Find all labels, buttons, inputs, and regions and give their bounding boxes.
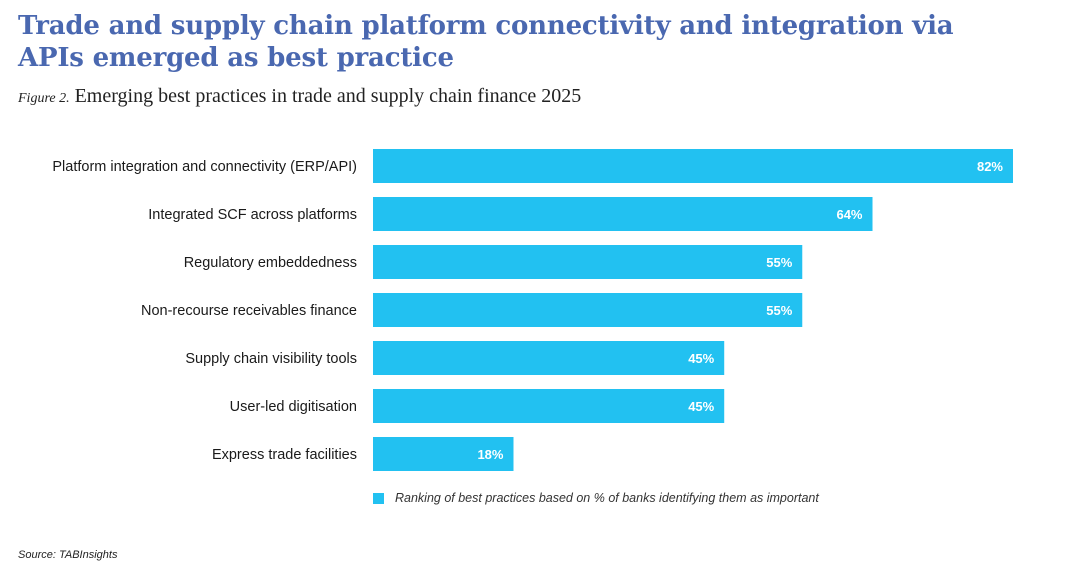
value-label: 18% <box>477 447 503 462</box>
source-note: Source: TABInsights <box>18 549 118 561</box>
category-label: Supply chain visibility tools <box>185 351 357 367</box>
category-label: Regulatory embeddedness <box>184 255 357 271</box>
figure-title: Emerging best practices in trade and sup… <box>74 85 582 107</box>
legend: Ranking of best practices based on % of … <box>373 491 819 505</box>
bar <box>373 197 873 231</box>
figure-number: Figure 2. <box>18 91 70 106</box>
category-label: Express trade facilities <box>212 447 357 463</box>
legend-swatch <box>373 492 384 504</box>
bar <box>373 437 514 471</box>
bar <box>373 341 725 375</box>
legend-label: Ranking of best practices based on % of … <box>395 491 819 505</box>
category-label: Non-recourse receivables finance <box>141 303 357 319</box>
category-label: Platform integration and connectivity (E… <box>52 159 357 175</box>
bar <box>373 149 1013 183</box>
figure-caption: Figure 2. Emerging best practices in tra… <box>18 85 581 108</box>
bar <box>373 293 803 327</box>
chart-title: Trade and supply chain platform connecti… <box>18 11 954 73</box>
value-label: 45% <box>688 351 714 366</box>
value-label: 55% <box>766 255 792 270</box>
value-label: 55% <box>766 303 792 318</box>
value-label: 82% <box>977 159 1003 174</box>
category-label: Integrated SCF across platforms <box>148 207 357 223</box>
value-label: 64% <box>836 207 862 222</box>
bar <box>373 389 725 423</box>
bar <box>373 245 803 279</box>
value-label: 45% <box>688 399 714 414</box>
category-label: User-led digitisation <box>230 399 357 415</box>
